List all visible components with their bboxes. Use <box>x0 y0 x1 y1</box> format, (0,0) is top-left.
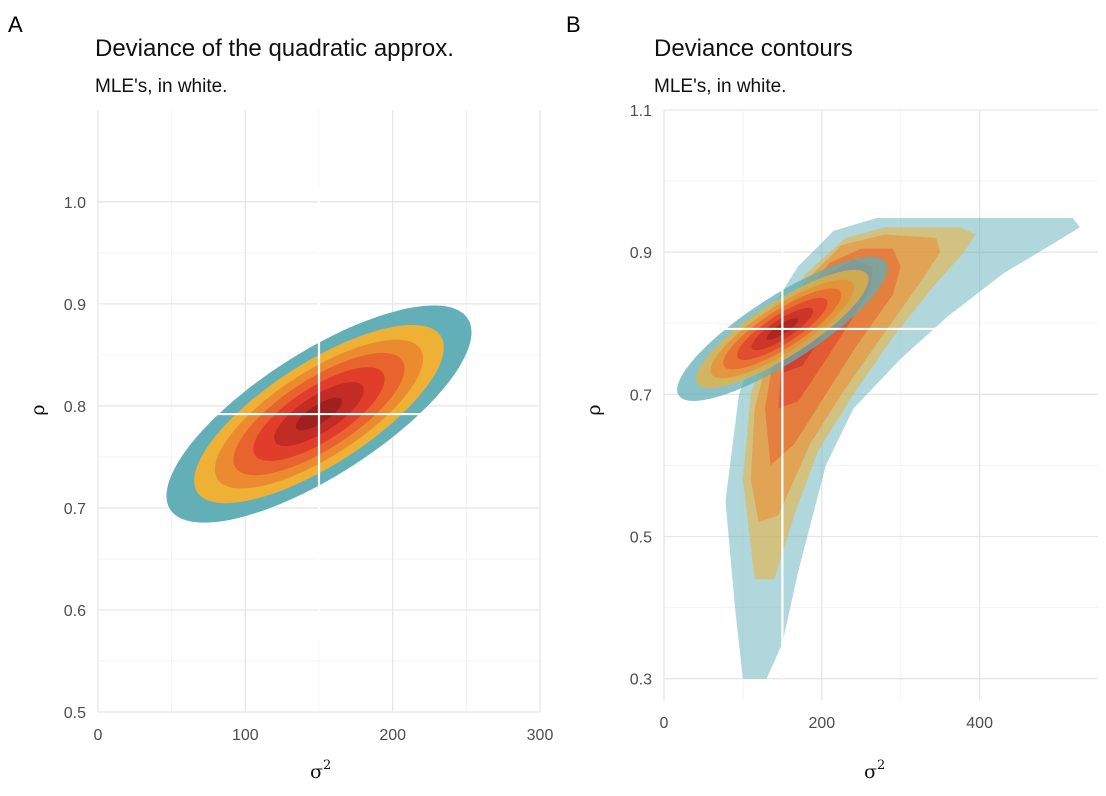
panel-a-x-tick-label: 300 <box>527 727 554 744</box>
panel-b-y-tick-label: 0.5 <box>630 530 652 547</box>
panel-a-x-tick-label: 0 <box>94 727 103 744</box>
panel-a-subtitle: MLE's, in white. <box>95 76 227 97</box>
panel-a-title: Deviance of the quadratic approx. <box>95 35 454 62</box>
panel-b-mle-crosshair <box>695 195 980 679</box>
panel-b-x-tick-label: 400 <box>966 715 993 732</box>
panel-b-contours <box>677 218 1080 679</box>
panel-a-y-tick-label: 1.0 <box>64 195 86 212</box>
panel-tag-b: B <box>566 12 581 37</box>
panel-b-x-axis-label: σ2 <box>864 758 885 783</box>
panel-b-y-axis-label: ρ <box>583 404 605 415</box>
panel-a-mle-crosshair <box>156 186 482 641</box>
panel-b-y-tick-label: 0.3 <box>630 672 652 689</box>
panel-b-tick-labels: 0 200 400 0.3 0.5 0.7 0.9 1.1 <box>630 103 993 732</box>
panel-b-y-tick-label: 1.1 <box>630 103 652 120</box>
panel-b-x-tick-label: 200 <box>808 715 835 732</box>
panel-b-x-tick-label: 0 <box>660 715 669 732</box>
panel-b-grid <box>663 109 1098 700</box>
panel-b-y-tick-label: 0.9 <box>630 245 652 262</box>
panel-a-y-tick-label: 0.5 <box>64 705 86 722</box>
panel-a-y-tick-label: 0.9 <box>64 297 86 314</box>
panel-b-subtitle: MLE's, in white. <box>654 76 786 97</box>
panel-a-y-tick-label: 0.6 <box>64 603 86 620</box>
panel-a: A Deviance of the quadratic approx. MLE'… <box>8 12 553 783</box>
panel-a-y-axis-label: ρ <box>27 404 49 415</box>
panel-a-x-axis-label: σ2 <box>310 758 331 783</box>
panel-a-x-tick-label: 200 <box>379 727 406 744</box>
panel-a-x-tick-label: 100 <box>232 727 259 744</box>
panel-tag-a: A <box>8 12 23 37</box>
panel-a-y-tick-label: 0.7 <box>64 501 86 518</box>
panel-b-y-tick-label: 0.7 <box>630 387 652 404</box>
panel-a-y-tick-label: 0.8 <box>64 399 86 416</box>
panel-b-title: Deviance contours <box>654 35 853 62</box>
panel-b: B Deviance contours MLE's, in white. 0 20… <box>566 12 1098 783</box>
panel-a-tick-labels: 0 100 200 300 0.5 0.6 0.7 0.8 0.9 1.0 <box>64 195 554 744</box>
